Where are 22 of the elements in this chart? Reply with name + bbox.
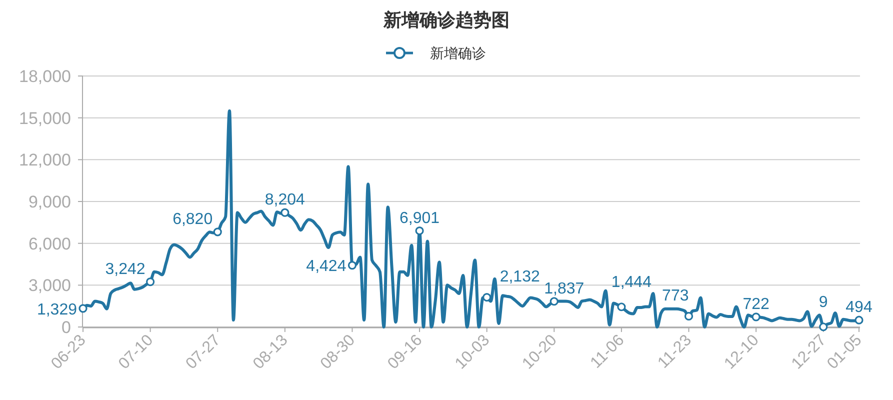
legend-label: 新增确诊 (430, 45, 486, 61)
data-label: 9 (818, 294, 828, 311)
data-label: 722 (742, 296, 770, 314)
data-label: 8,204 (264, 192, 306, 209)
y-tick-label: 3,000 (28, 276, 71, 296)
chart-title: 新增确诊趋势图 (382, 10, 510, 30)
data-label: 494 (846, 299, 872, 316)
y-tick-label: 18,000 (19, 67, 71, 86)
y-tick-label: 0 (62, 318, 71, 337)
y-tick-label: 12,000 (19, 150, 71, 170)
data-label: 6,901 (400, 210, 440, 227)
data-label: 3,242 (105, 260, 146, 278)
y-tick-label: 15,000 (19, 108, 71, 128)
y-tick-label: 6,000 (28, 234, 71, 254)
y-tick-label: 9,000 (28, 192, 71, 212)
data-label: 1,837 (544, 280, 584, 298)
data-label: 6,820 (172, 211, 213, 228)
data-label: 773 (662, 287, 689, 304)
data-label: 1,329 (36, 301, 78, 318)
data-label: 4,424 (306, 258, 346, 276)
data-label: 2,132 (500, 268, 540, 286)
data-label: 1,444 (611, 274, 652, 291)
